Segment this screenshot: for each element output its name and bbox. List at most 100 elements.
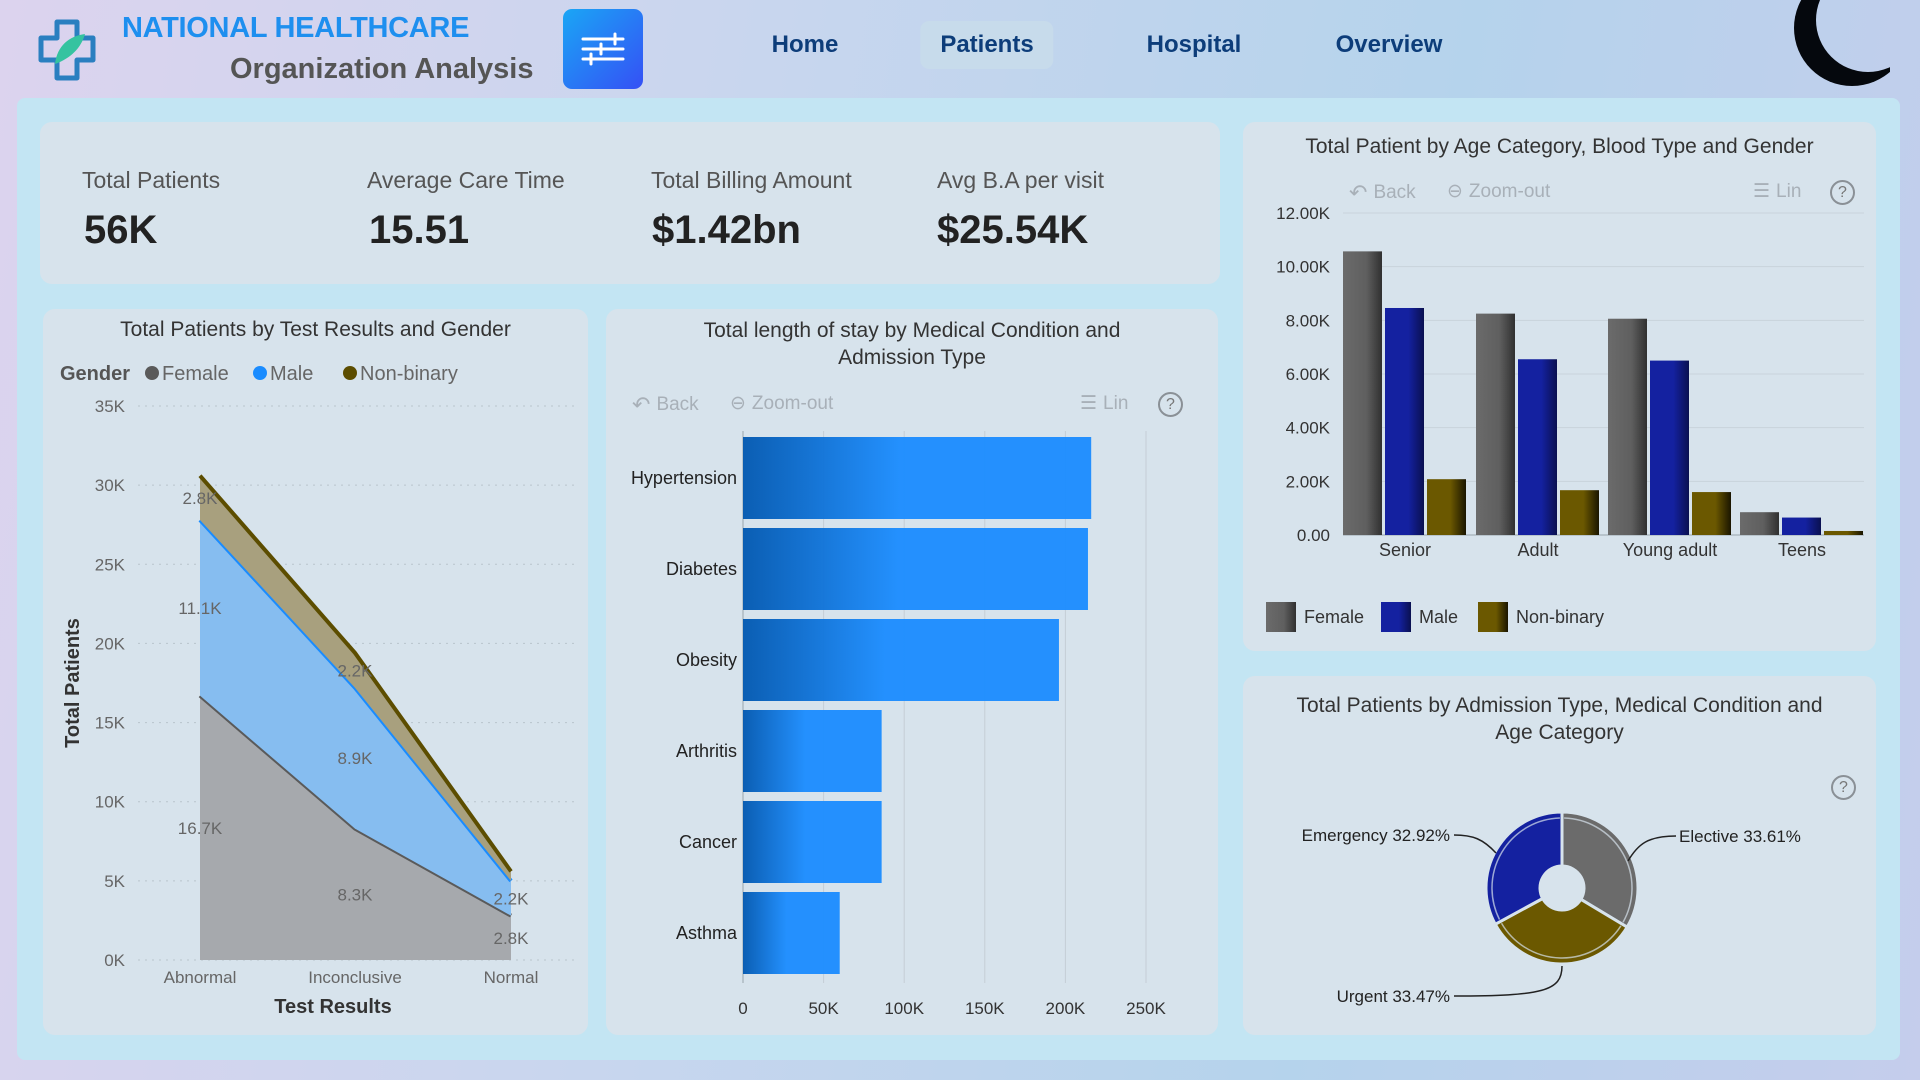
x-tick-label: Young adult [1623,540,1717,560]
y-tick-label: 0K [104,951,125,970]
zoom-out-icon: ⊖ [1447,181,1463,202]
x-tick-label: 50K [808,999,839,1018]
x-tick-label: Inconclusive [308,968,402,987]
slice-inner-ring [1491,817,1560,920]
zoom-out-label: Zoom-out [751,392,834,414]
chart-title: Total Patients by Test Results and Gende… [120,318,511,341]
data-label: 11.1K [178,599,222,618]
bar-senior-female [1343,251,1382,535]
x-tick-label: 200K [1046,999,1086,1018]
x-tick-label: 100K [884,999,924,1018]
data-label: 2.8K [494,929,530,948]
slice-label-urgent: Urgent 33.47% [1337,987,1450,1006]
kpi-avg-ba-label: Avg B.A per visit [937,167,1105,193]
back-button[interactable]: ↶ Back [632,392,699,418]
bar-teens-female [1740,512,1779,535]
app-subtitle: Organization Analysis [230,53,534,85]
y-tick-label: 6.00K [1286,365,1331,384]
kpi-card: Total Patients 56K Average Care Time 15.… [40,122,1220,284]
legend-title: Gender [60,363,130,385]
legend-label: Male [1419,607,1458,627]
legend-label: Female [1304,607,1364,627]
legend-swatch-female [1266,602,1296,632]
bar-arthritis [743,710,882,792]
back-button[interactable]: ↶ Back [1349,180,1416,206]
help-icon[interactable]: ? [1831,775,1856,800]
leader-line-emergency [1453,834,1497,854]
data-label: 8.3K [338,885,374,904]
nav-patients[interactable]: Patients [920,21,1054,69]
area-male [200,519,511,916]
zoom-out-button[interactable]: ⊖ Zoom-out [1447,180,1550,203]
slice-label-emergency: Emergency 32.92% [1302,826,1450,845]
y-tick-label: 25K [95,555,126,574]
chart-title: Total length of stay by Medical Conditio… [703,319,1121,369]
help-icon[interactable]: ? [1158,392,1183,417]
legend-marker-non-binary [343,366,357,380]
x-tick-label: Senior [1379,540,1431,560]
help-icon[interactable]: ? [1830,180,1855,205]
zoom-out-button[interactable]: ⊖ Zoom-out [730,392,833,415]
y-tick-label: 15K [95,714,126,733]
legend-swatch-non-binary [1478,602,1508,632]
y-tick-label: 4.00K [1286,419,1331,438]
admission-type-chart-card: Total Patients by Admission Type, Medica… [1243,676,1876,1035]
grouped-bar-chart: 0.00 2.00K 4.00K 6.00K 8.00K 10.00K 12.00K Seni… [1266,204,1864,632]
kpi-avg-care-time-label: Average Care Time [367,167,565,193]
kpi-avg-ba-value: $25.54K [937,208,1089,252]
legend-marker-male [253,366,267,380]
chart-title: Total Patient by Age Category, Blood Typ… [1305,135,1814,158]
bar-senior-non-binary [1427,479,1466,535]
back-arrow-icon: ↶ [632,392,651,417]
bar-obesity [743,619,1059,701]
nav-overview[interactable]: Overview [1335,31,1443,58]
y-tick-label: 35K [95,397,126,416]
kpi-avg-care-time-value: 15.51 [369,208,470,252]
x-tick-label: Teens [1778,540,1826,560]
y-tick-label: 10K [95,793,126,812]
nav-home[interactable]: Home [771,31,839,58]
moon-icon[interactable] [1790,0,1890,92]
bar-cancer [743,801,882,883]
data-label: 2.8K [183,489,219,508]
zoom-out-label: Zoom-out [1468,180,1551,202]
slice-urgent [1493,896,1630,966]
data-label: 2.2K [338,661,374,680]
area-non-binary [200,475,511,881]
y-tick-label: 20K [95,634,126,653]
lin-scale-button[interactable]: ☰ Lin [1753,180,1801,203]
leader-line-urgent [1453,965,1563,997]
y-tick-label: 5K [104,872,125,891]
slice-elective [1560,810,1640,930]
kpi-total-billing-value: $1.42bn [652,208,801,252]
kpi-total-patients-label: Total Patients [82,167,221,193]
x-tick-label: Adult [1517,540,1558,560]
lin-scale-button[interactable]: ☰ Lin [1080,392,1128,415]
legend-label: Male [270,363,313,385]
kpi-total-patients-value: 56K [84,208,158,252]
x-tick-label: Normal [484,968,539,987]
horizontal-bar-chart: 0 50K 100K 150K 200K 250K Hypertension Diabetes… [631,431,1167,1018]
list-icon: ☰ [1080,393,1098,414]
bar-young-adult-female [1608,318,1647,535]
y-tick-label: Hypertension [631,468,737,488]
bar-senior-male [1385,307,1424,535]
y-tick-label: Arthritis [676,741,737,761]
x-tick-label: 0 [738,999,747,1018]
y-tick-label: 0.00 [1297,526,1330,545]
nav-hospital[interactable]: Hospital [1146,31,1242,58]
area-female [200,695,511,960]
test-results-chart-card: Total Patients by Test Results and Gende… [43,309,588,1035]
slice-label-elective: Elective 33.61% [1679,827,1801,846]
back-label: Back [1373,182,1416,203]
filter-button[interactable] [563,9,643,89]
data-label: 8.9K [338,749,374,768]
legend-label: Female [162,363,229,385]
y-tick-label: 2.00K [1286,472,1331,491]
legend-label: Non-binary [1516,607,1604,627]
bar-diabetes [743,528,1088,610]
legend-marker-female [145,366,159,380]
slice-emergency [1484,810,1564,927]
x-axis-title: Test Results [274,996,391,1018]
area-chart: 0K 5K 10K 15K 20K 25K 30K 35K Abnormal Inconclusi… [60,363,578,1018]
